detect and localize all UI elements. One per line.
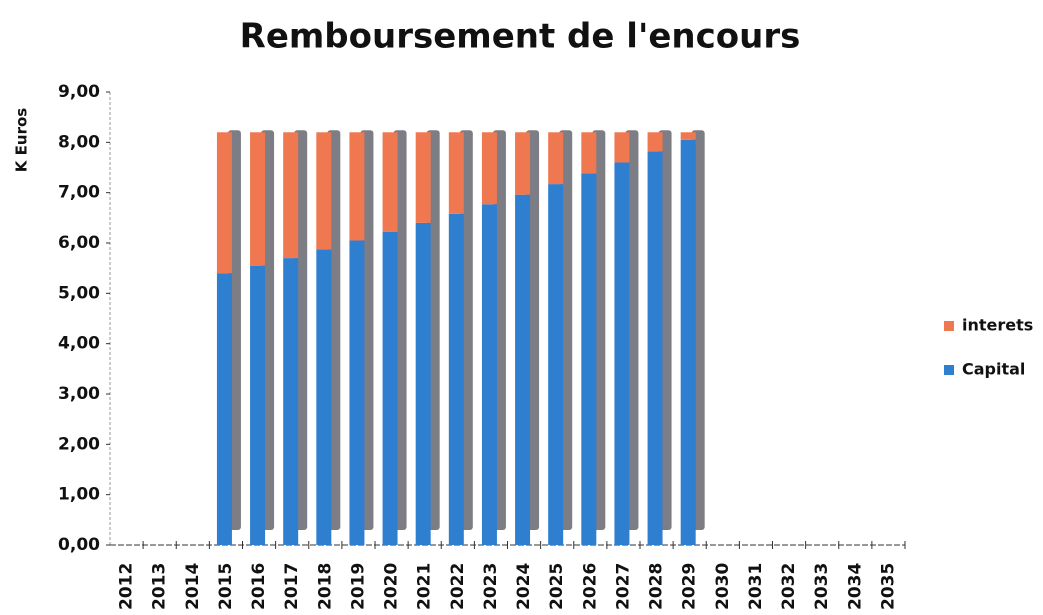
x-tick-label: 2015 <box>216 563 236 610</box>
x-tick-label: 2021 <box>415 563 435 610</box>
bar-segment <box>283 258 299 545</box>
x-tick-label: 2016 <box>249 563 269 610</box>
bar-segment <box>382 132 398 232</box>
x-tick-label: 2035 <box>878 563 898 610</box>
y-tick-label: 2,00 <box>58 434 100 454</box>
x-tick-label: 2031 <box>746 563 766 610</box>
x-tick-label: 2025 <box>547 563 567 610</box>
bar-segment <box>481 132 497 205</box>
x-tick-label: 2012 <box>117 563 137 610</box>
bar-segment <box>448 213 464 545</box>
y-tick-label: 0,00 <box>58 535 100 555</box>
y-tick-label: 3,00 <box>58 384 100 404</box>
bar-segment <box>548 184 564 546</box>
bar-segment <box>515 194 531 545</box>
bar-segment <box>349 240 365 545</box>
bar-segment <box>382 231 398 545</box>
bar-segment <box>415 222 431 545</box>
bar-segment <box>415 132 431 223</box>
bar-segment <box>216 273 232 545</box>
bar-segment <box>614 162 630 545</box>
x-tick-label: 2022 <box>448 563 468 610</box>
y-tick-label: 6,00 <box>58 233 100 253</box>
bar-segment <box>283 132 299 259</box>
bar-segment <box>680 139 696 546</box>
x-tick-label: 2030 <box>713 563 733 610</box>
legend-swatch <box>944 321 954 331</box>
bar-segment <box>316 132 332 250</box>
bar-segment <box>448 132 464 214</box>
x-tick-label: 2029 <box>680 563 700 610</box>
bar-segment <box>647 132 663 152</box>
bar-segment <box>581 132 597 174</box>
y-tick-label: 9,00 <box>58 82 100 102</box>
legend-label: interets <box>962 316 1033 335</box>
bar-segment <box>581 173 597 546</box>
x-tick-label: 2033 <box>812 563 832 610</box>
x-tick-label: 2019 <box>348 563 368 610</box>
bar-segment <box>250 132 266 266</box>
chart-title: Remboursement de l'encours <box>240 17 801 57</box>
bar-segment <box>515 132 531 195</box>
x-tick-label: 2028 <box>647 563 667 610</box>
bar-segment <box>680 132 696 140</box>
legend-swatch <box>944 365 954 375</box>
bar-segment <box>548 132 564 185</box>
legend-label: Capital <box>962 360 1025 379</box>
y-tick-label: 4,00 <box>58 334 100 354</box>
x-tick-label: 2014 <box>183 563 203 610</box>
x-tick-label: 2018 <box>315 563 335 610</box>
bar-segment <box>216 132 232 274</box>
y-tick-label: 7,00 <box>58 183 100 203</box>
x-tick-label: 2032 <box>779 563 799 610</box>
bar-segment <box>614 132 630 163</box>
x-tick-label: 2023 <box>481 563 501 610</box>
y-axis-label: K Euros <box>13 108 31 172</box>
bar-segment <box>647 151 663 546</box>
x-tick-label: 2026 <box>580 563 600 610</box>
bar-segment <box>349 132 365 241</box>
x-tick-label: 2027 <box>613 563 633 610</box>
x-tick-label: 2013 <box>150 563 170 610</box>
x-tick-label: 2017 <box>282 563 302 610</box>
x-tick-label: 2020 <box>382 563 402 610</box>
x-tick-label: 2034 <box>845 563 865 610</box>
x-tick-label: 2024 <box>514 563 534 610</box>
y-tick-label: 1,00 <box>58 485 100 505</box>
y-tick-label: 8,00 <box>58 132 100 152</box>
bar-segment <box>481 204 497 545</box>
bar-segment <box>316 249 332 545</box>
y-tick-label: 5,00 <box>58 283 100 303</box>
bar-segment <box>250 265 266 545</box>
